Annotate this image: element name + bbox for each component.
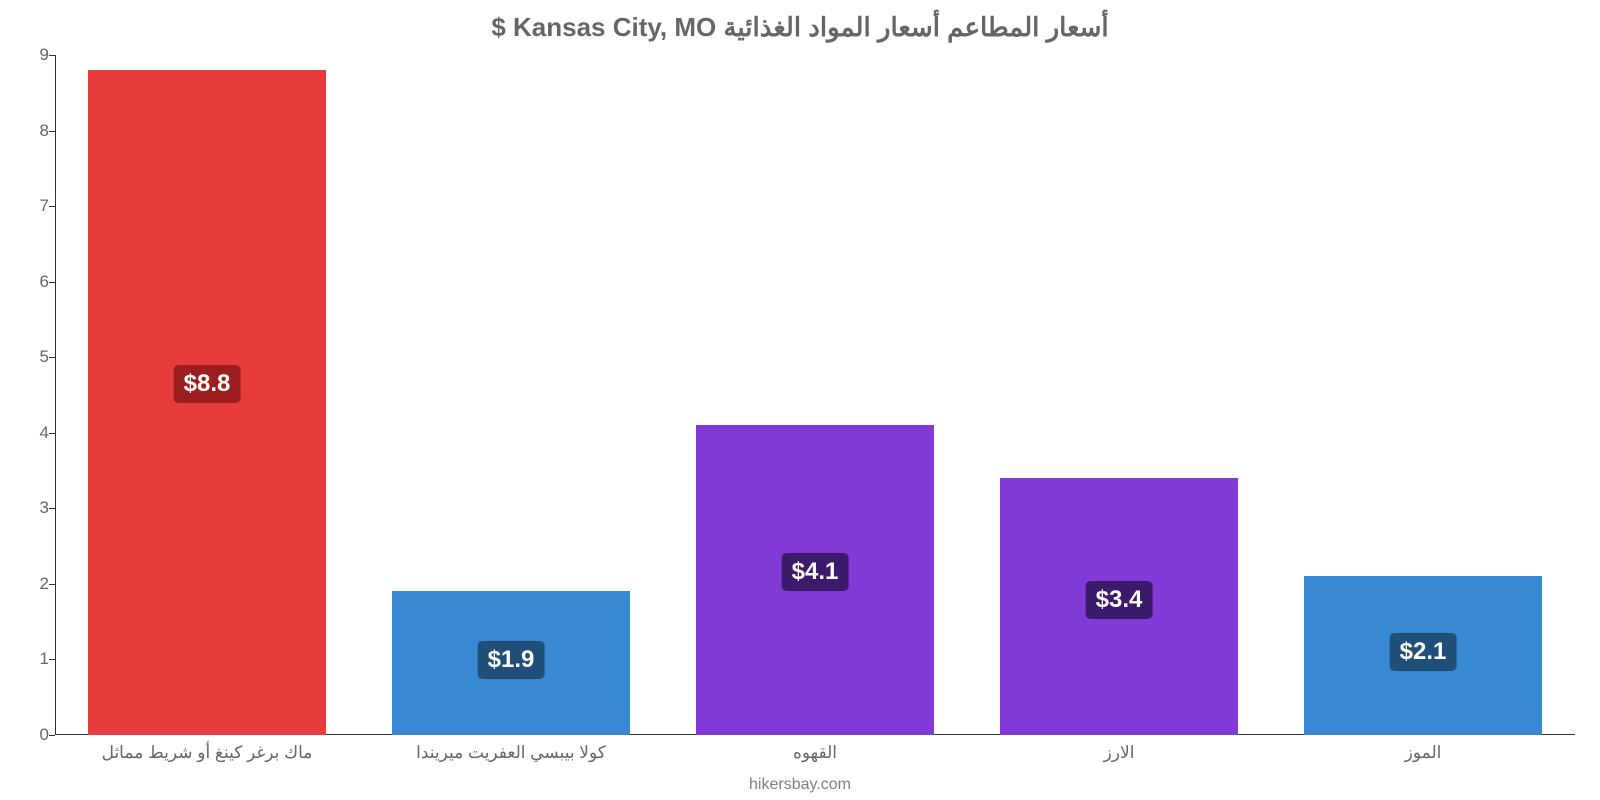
y-tick-mark (49, 659, 55, 660)
y-tick-mark (49, 735, 55, 736)
x-tick-label: الموز (1405, 743, 1442, 763)
chart-title: $ Kansas City, MO أسعار المطاعم أسعار ال… (0, 12, 1600, 43)
y-tick-mark (49, 206, 55, 207)
x-tick-label: الارز (1104, 743, 1135, 763)
x-tick-label: القهوه (793, 743, 837, 763)
y-tick-label: 7 (15, 196, 49, 216)
y-tick-label: 1 (15, 649, 49, 669)
y-axis-line (55, 55, 56, 735)
chart-container: $ Kansas City, MO أسعار المطاعم أسعار ال… (0, 0, 1600, 800)
y-tick-mark (49, 282, 55, 283)
bar-value-label: $1.9 (478, 641, 545, 679)
y-tick-mark (49, 584, 55, 585)
y-tick-label: 6 (15, 272, 49, 292)
y-tick-mark (49, 508, 55, 509)
y-tick-label: 0 (15, 725, 49, 745)
y-tick-mark (49, 131, 55, 132)
x-tick-label: ماك برغر كينغ أو شريط مماثل (102, 743, 313, 763)
y-tick-mark (49, 433, 55, 434)
plot-area: 0123456789$8.8ماك برغر كينغ أو شريط مماث… (55, 55, 1575, 735)
bar-value-label: $4.1 (782, 553, 849, 591)
chart-footer: hikersbay.com (0, 776, 1600, 794)
y-tick-label: 2 (15, 574, 49, 594)
y-tick-mark (49, 55, 55, 56)
y-tick-label: 4 (15, 423, 49, 443)
y-tick-label: 8 (15, 121, 49, 141)
x-tick-label: كولا بيبسي العفريت ميريندا (416, 743, 606, 763)
bar-value-label: $3.4 (1086, 581, 1153, 619)
y-tick-mark (49, 357, 55, 358)
bar-value-label: $8.8 (174, 365, 241, 403)
y-tick-label: 3 (15, 498, 49, 518)
y-tick-label: 5 (15, 347, 49, 367)
bar-value-label: $2.1 (1390, 633, 1457, 671)
y-tick-label: 9 (15, 45, 49, 65)
